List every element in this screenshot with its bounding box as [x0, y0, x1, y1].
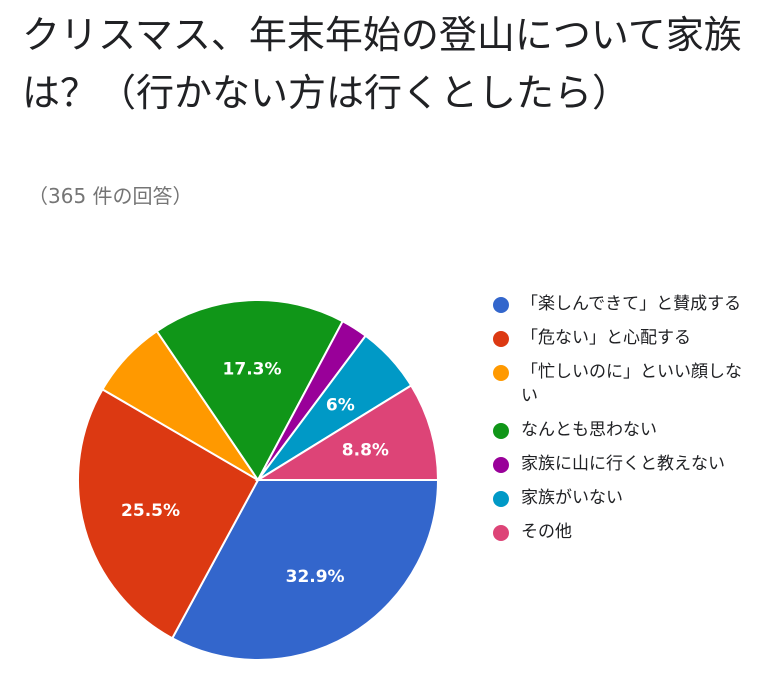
legend-item: 家族に山に行くと教えない: [493, 452, 743, 476]
legend-swatch: [493, 423, 509, 439]
legend-swatch: [493, 365, 509, 381]
legend-item: 「楽しんできて」と賛成する: [493, 292, 743, 316]
pie-slice-1: [77, 387, 260, 640]
legend-item: その他: [493, 520, 743, 544]
legend-swatch: [493, 457, 509, 473]
legend-swatch: [493, 525, 509, 541]
legend-label: 「楽しんできて」と賛成する: [521, 294, 742, 314]
legend-item: なんとも思わない: [493, 418, 743, 442]
slice-label-0: 32.9%: [286, 567, 345, 587]
legend-label: 家族に山に行くと教えない: [521, 454, 725, 474]
slice-label-6: 8.8%: [342, 441, 389, 461]
chart-title: クリスマス、年末年始の登山について家族は？（行かない方は行くとしたら）: [22, 13, 742, 115]
legend-item: 「危ない」と心配する: [493, 326, 743, 350]
legend-label: 「忙しいのに」といい顔しない: [521, 362, 742, 406]
legend-label: 「危ない」と心配する: [521, 328, 691, 348]
legend-swatch: [493, 331, 509, 347]
slice-label-5: 6%: [326, 396, 355, 416]
slice-label-1: 25.5%: [121, 501, 180, 521]
pie-slice-0: [170, 479, 440, 661]
legend-label: その他: [521, 522, 572, 542]
legend-label: 家族がいない: [521, 488, 623, 508]
slice-label-3: 17.3%: [223, 360, 282, 380]
legend-item: 家族がいない: [493, 486, 743, 510]
legend: 「楽しんできて」と賛成する 「危ない」と心配する「忙しいのに」といい顔しないなんと…: [493, 292, 743, 554]
pie-slice-3: [155, 299, 345, 482]
pie-slice-6: [254, 384, 440, 481]
legend-label: なんとも思わない: [521, 420, 657, 440]
legend-swatch: [493, 491, 509, 507]
response-count: （365 件の回答）: [28, 184, 193, 208]
legend-item: 「忙しいのに」といい顔しない: [493, 360, 743, 408]
legend-swatch: [493, 297, 509, 313]
